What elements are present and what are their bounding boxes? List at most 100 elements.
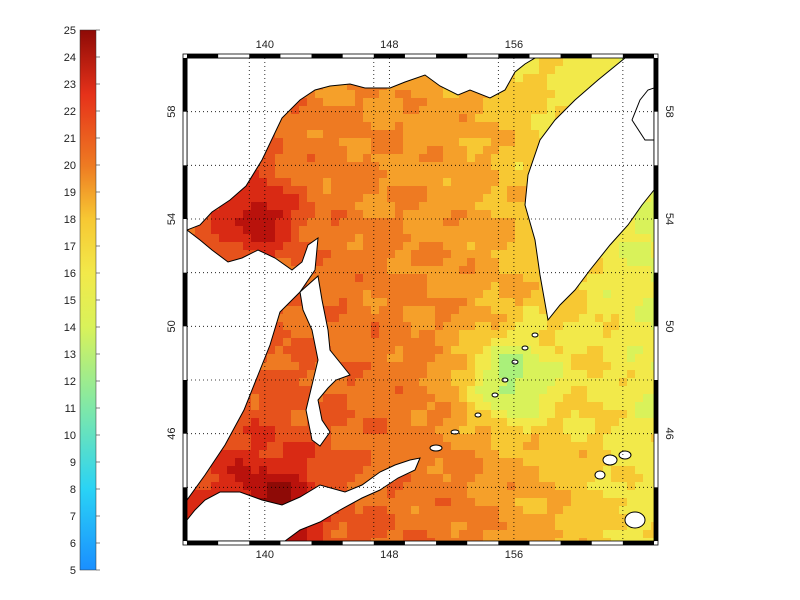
sst-cell: [627, 282, 635, 290]
sst-cell: [347, 274, 355, 282]
sst-cell: [627, 314, 635, 322]
sst-cell: [507, 418, 515, 426]
sst-cell: [347, 338, 355, 346]
sst-cell: [563, 514, 571, 522]
sst-cell: [235, 194, 243, 202]
sst-cell: [595, 498, 603, 506]
sst-cell: [371, 202, 379, 210]
sst-cell: [499, 450, 507, 458]
sst-cell: [283, 218, 291, 226]
sst-cell: [483, 274, 491, 282]
sst-cell: [483, 338, 491, 346]
sst-cell: [451, 482, 459, 490]
sst-cell: [291, 386, 299, 394]
sst-cell: [459, 210, 467, 218]
sst-cell: [299, 146, 307, 154]
sst-cell: [227, 210, 235, 218]
sst-cell: [267, 250, 275, 258]
sst-cell: [347, 266, 355, 274]
sst-cell: [243, 490, 251, 498]
sst-cell: [451, 170, 459, 178]
sst-cell: [515, 338, 523, 346]
sst-cell: [523, 106, 531, 114]
sst-cell: [507, 506, 515, 514]
sst-cell: [499, 498, 507, 506]
sst-cell: [339, 354, 347, 362]
sst-cell: [571, 474, 579, 482]
sst-cell: [251, 194, 259, 202]
sst-cell: [643, 306, 651, 314]
sst-cell: [203, 482, 211, 490]
sst-cell: [371, 378, 379, 386]
sst-cell: [571, 314, 579, 322]
sst-cell: [251, 234, 259, 242]
sst-cell: [643, 506, 651, 514]
sst-cell: [515, 266, 523, 274]
sst-cell: [299, 226, 307, 234]
sst-cell: [515, 282, 523, 290]
sst-cell: [219, 466, 227, 474]
sst-cell: [475, 146, 483, 154]
sst-cell: [267, 434, 275, 442]
sst-cell: [371, 402, 379, 410]
sst-cell: [603, 450, 611, 458]
sst-cell: [395, 138, 403, 146]
sst-cell: [563, 498, 571, 506]
sst-cell: [259, 170, 267, 178]
sst-cell: [419, 106, 427, 114]
sst-cell: [419, 442, 427, 450]
sst-cell: [611, 306, 619, 314]
sst-cell: [499, 242, 507, 250]
sst-cell: [563, 482, 571, 490]
sst-cell: [579, 66, 587, 74]
sst-cell: [643, 250, 651, 258]
sst-cell: [235, 482, 243, 490]
sst-cell: [331, 450, 339, 458]
sst-cell: [387, 386, 395, 394]
sst-cell: [379, 426, 387, 434]
sst-cell: [395, 522, 403, 530]
sst-cell: [435, 154, 443, 162]
sst-cell: [555, 538, 563, 541]
sst-cell: [355, 346, 363, 354]
sst-cell: [219, 482, 227, 490]
sst-cell: [387, 266, 395, 274]
sst-cell: [267, 194, 275, 202]
sst-cell: [539, 338, 547, 346]
sst-cell: [451, 306, 459, 314]
sst-cell: [427, 282, 435, 290]
sst-cell: [427, 226, 435, 234]
sst-cell: [539, 122, 547, 130]
sst-cell: [507, 362, 515, 370]
sst-cell: [291, 426, 299, 434]
sst-cell: [275, 458, 283, 466]
sst-cell: [443, 418, 451, 426]
sst-cell: [467, 362, 475, 370]
sst-cell: [507, 498, 515, 506]
sst-cell: [587, 66, 595, 74]
sst-cell: [507, 138, 515, 146]
sst-cell: [475, 426, 483, 434]
sst-cell: [339, 234, 347, 242]
sst-cell: [339, 314, 347, 322]
island: [511, 359, 519, 365]
sst-cell: [395, 346, 403, 354]
sst-cell: [491, 466, 499, 474]
sst-cell: [451, 258, 459, 266]
sst-cell: [355, 178, 363, 186]
sst-cell: [571, 522, 579, 530]
sst-cell: [435, 306, 443, 314]
sst-cell: [643, 530, 651, 538]
sst-cell: [499, 98, 507, 106]
sst-cell: [411, 354, 419, 362]
sst-cell: [483, 538, 491, 541]
sst-cell: [635, 458, 643, 466]
sst-cell: [611, 402, 619, 410]
sst-cell: [379, 530, 387, 538]
sst-cell: [627, 506, 635, 514]
sst-cell: [451, 162, 459, 170]
sst-cell: [547, 74, 555, 82]
sst-cell: [491, 194, 499, 202]
sst-cell: [395, 354, 403, 362]
